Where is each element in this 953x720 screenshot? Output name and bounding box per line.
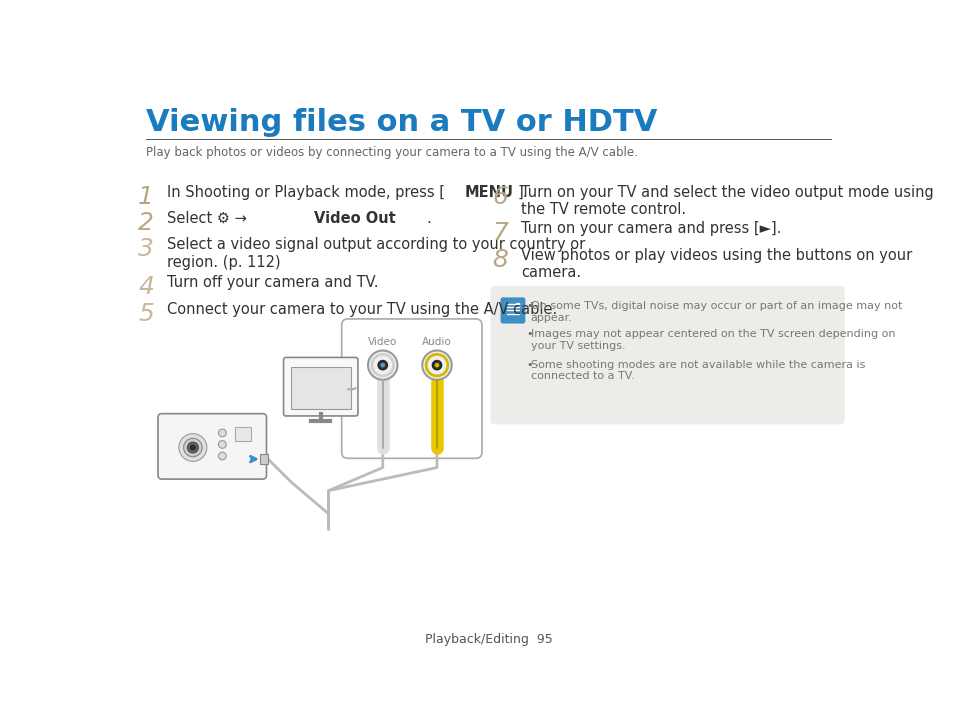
FancyBboxPatch shape	[341, 319, 481, 459]
Circle shape	[183, 438, 202, 456]
Text: •: •	[525, 360, 532, 370]
Text: 6: 6	[492, 185, 508, 209]
Text: 4: 4	[138, 275, 154, 299]
Text: Select a video signal output according to your country or
region. (p. 112): Select a video signal output according t…	[167, 238, 585, 270]
Text: Playback/Editing  95: Playback/Editing 95	[425, 633, 552, 646]
Text: View photos or play videos using the buttons on your
camera.: View photos or play videos using the but…	[521, 248, 912, 281]
Text: •: •	[525, 301, 532, 311]
Text: Audio: Audio	[421, 338, 452, 348]
Circle shape	[368, 351, 397, 379]
Circle shape	[426, 354, 447, 376]
Text: 7: 7	[492, 221, 508, 245]
Text: Turn on your TV and select the video output mode using
the TV remote control.: Turn on your TV and select the video out…	[521, 185, 933, 217]
Text: Play back photos or videos by connecting your camera to a TV using the A/V cable: Play back photos or videos by connecting…	[146, 146, 638, 159]
Text: .: .	[426, 211, 431, 226]
Text: 8: 8	[492, 248, 508, 272]
Text: ].: ].	[517, 185, 527, 200]
Text: Video Out: Video Out	[314, 211, 395, 226]
FancyBboxPatch shape	[490, 286, 843, 424]
Text: Select ⚙ →: Select ⚙ →	[167, 211, 252, 226]
Bar	[260, 454, 268, 464]
Circle shape	[380, 363, 385, 367]
Circle shape	[179, 433, 207, 462]
Text: Turn off your camera and TV.: Turn off your camera and TV.	[167, 275, 378, 290]
Text: In Shooting or Playback mode, press [: In Shooting or Playback mode, press [	[167, 185, 445, 200]
Circle shape	[435, 363, 439, 367]
Text: •: •	[525, 329, 532, 339]
FancyBboxPatch shape	[158, 414, 266, 479]
Bar	[291, 367, 351, 409]
Text: Turn on your camera and press [►].: Turn on your camera and press [►].	[521, 221, 781, 236]
Circle shape	[191, 445, 195, 450]
Circle shape	[377, 361, 387, 370]
Text: Video: Video	[368, 338, 397, 348]
Circle shape	[187, 442, 198, 453]
FancyBboxPatch shape	[283, 357, 357, 416]
FancyBboxPatch shape	[500, 297, 525, 323]
Circle shape	[218, 452, 226, 460]
Bar	[235, 427, 251, 441]
Text: Images may not appear centered on the TV screen depending on
your TV settings.: Images may not appear centered on the TV…	[530, 329, 894, 351]
Text: Viewing files on a TV or HDTV: Viewing files on a TV or HDTV	[146, 108, 657, 137]
Text: Connect your camera to your TV using the A/V cable.: Connect your camera to your TV using the…	[167, 302, 557, 317]
Circle shape	[422, 351, 452, 379]
Text: MENU: MENU	[464, 185, 513, 200]
Text: 5: 5	[138, 302, 154, 326]
Text: 3: 3	[138, 238, 154, 261]
Circle shape	[372, 354, 394, 376]
Circle shape	[218, 441, 226, 449]
Text: On some TVs, digital noise may occur or part of an image may not
appear.: On some TVs, digital noise may occur or …	[530, 301, 902, 323]
Circle shape	[432, 361, 441, 370]
Circle shape	[218, 429, 226, 437]
Text: Some shooting modes are not available while the camera is
connected to a TV.: Some shooting modes are not available wh…	[530, 360, 864, 382]
Text: 2: 2	[138, 211, 154, 235]
Text: 1: 1	[138, 185, 154, 209]
